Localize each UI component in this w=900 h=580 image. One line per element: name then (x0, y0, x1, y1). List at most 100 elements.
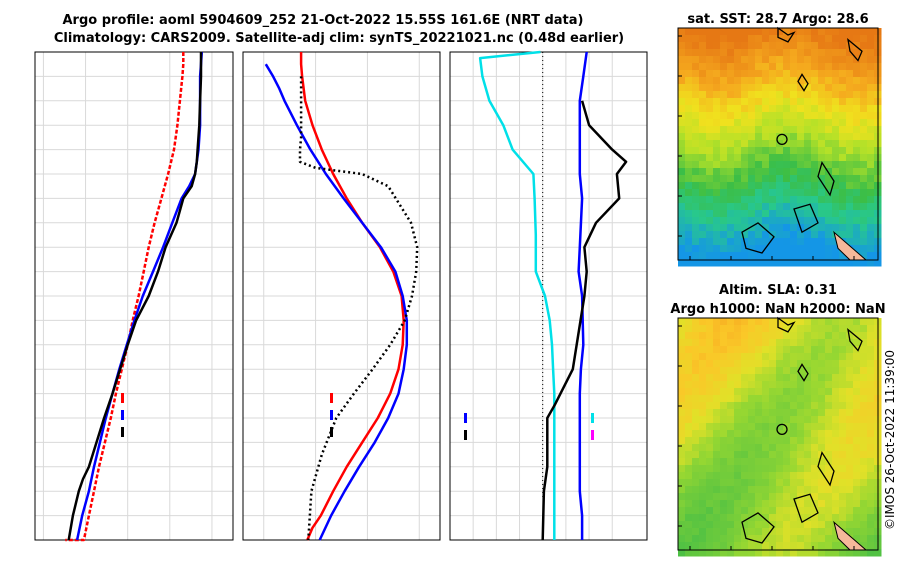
map-cell (811, 479, 819, 487)
map-cell (832, 203, 840, 211)
map-cell (762, 486, 770, 494)
map-cell (818, 416, 826, 424)
map-cell (741, 147, 749, 155)
map-cell (685, 182, 693, 190)
map-cell (685, 154, 693, 162)
map-cell (860, 549, 868, 557)
map-cell (804, 112, 812, 120)
map-cell (755, 182, 763, 190)
map-cell (699, 318, 707, 326)
map-cell (804, 70, 812, 78)
map-cell (706, 542, 714, 550)
map-cell (867, 140, 875, 148)
map-cell (734, 224, 742, 232)
map-cell (699, 91, 707, 99)
map-cell (755, 493, 763, 501)
map-cell (797, 402, 805, 410)
map-cell (734, 339, 742, 347)
map-cell (818, 346, 826, 354)
map-cell (699, 245, 707, 253)
map-cell (783, 472, 791, 480)
map-cell (748, 500, 756, 508)
map-cell (811, 189, 819, 197)
map-cell (797, 395, 805, 403)
map-cell (783, 182, 791, 190)
legend-swatch (464, 413, 467, 423)
map-cell (720, 70, 728, 78)
map-cell (727, 147, 735, 155)
map-cell (685, 353, 693, 361)
map-cell (727, 238, 735, 246)
map-cell (811, 486, 819, 494)
map-cell (769, 182, 777, 190)
map-cell (727, 224, 735, 232)
map-cell (832, 402, 840, 410)
map-cell (853, 175, 861, 183)
map-cell (783, 332, 791, 340)
map-cell (832, 126, 840, 134)
map-cell (825, 91, 833, 99)
map-cell (692, 367, 700, 375)
map-cell (699, 521, 707, 529)
map-cell (811, 49, 819, 57)
map-cell (839, 231, 847, 239)
map-cell (783, 465, 791, 473)
map-cell (818, 500, 826, 508)
map-cell (769, 514, 777, 522)
map-cell (825, 549, 833, 557)
map-cell (811, 238, 819, 246)
map-cell (776, 189, 784, 197)
map-cell (853, 493, 861, 501)
map-cell (825, 105, 833, 113)
map-cell (755, 259, 763, 267)
map-cell (748, 252, 756, 260)
map-cell (832, 189, 840, 197)
map-cell (762, 458, 770, 466)
map-cell (867, 339, 875, 347)
map-cell (762, 203, 770, 211)
map-cell (762, 549, 770, 557)
map-cell (706, 353, 714, 361)
map-cell (699, 119, 707, 127)
map-cell (804, 63, 812, 71)
map-cell (706, 182, 714, 190)
map-cell (748, 98, 756, 106)
map-cell (853, 521, 861, 529)
map-cell (720, 28, 728, 36)
map-cell (804, 217, 812, 225)
map-cell (727, 465, 735, 473)
map-cell (748, 210, 756, 218)
map-cell (762, 98, 770, 106)
map-cell (846, 486, 854, 494)
map-cell (832, 182, 840, 190)
map-cell (734, 217, 742, 225)
map-cell (797, 196, 805, 204)
map-cell (783, 493, 791, 501)
map-cell (685, 332, 693, 340)
map-cell (755, 423, 763, 431)
map-cell (678, 84, 686, 92)
map-cell (839, 353, 847, 361)
map-cell (825, 325, 833, 333)
map-cell (685, 325, 693, 333)
map-cell (734, 231, 742, 239)
map-cell (727, 360, 735, 368)
map-cell (741, 91, 749, 99)
map-cell (818, 98, 826, 106)
map-cell (741, 332, 749, 340)
map-cell (734, 98, 742, 106)
map-cell (790, 245, 798, 253)
map-cell (713, 416, 721, 424)
coastline (793, 203, 819, 234)
map-cell (839, 549, 847, 557)
map-cell (741, 507, 749, 515)
map-cell (867, 430, 875, 438)
map-cell (804, 224, 812, 232)
map-cell (720, 374, 728, 382)
map-cell (818, 196, 826, 204)
map-cell (755, 245, 763, 253)
map-cell (839, 91, 847, 99)
map-cell (804, 542, 812, 550)
map-cell (776, 231, 784, 239)
map-cell (860, 458, 868, 466)
